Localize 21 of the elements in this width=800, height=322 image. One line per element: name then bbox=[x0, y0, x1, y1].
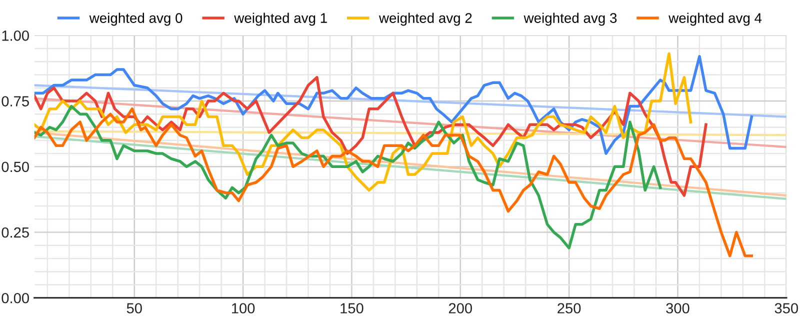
y-tick-label: 1.00 bbox=[2, 30, 29, 41]
y-tick-label: 0.75 bbox=[2, 96, 29, 106]
x-tick-label: 250 bbox=[558, 303, 581, 314]
legend-label: weighted avg 1 bbox=[234, 12, 327, 26]
line-series bbox=[34, 104, 662, 250]
x-tick-label: 50 bbox=[126, 303, 142, 314]
y-tick-label: 0.25 bbox=[2, 227, 29, 238]
y-tick-label: 0.50 bbox=[2, 162, 29, 172]
legend-label: weighted avg 4 bbox=[668, 12, 762, 26]
y-tick-label: 0.00 bbox=[2, 292, 29, 304]
line-series bbox=[34, 52, 692, 192]
legend-label: weighted avg 3 bbox=[524, 12, 617, 26]
x-tick-label: 300 bbox=[666, 303, 690, 314]
x-tick-label: 100 bbox=[232, 303, 255, 314]
legend-label: weighted avg 2 bbox=[378, 12, 472, 26]
legend-label: weighted avg 0 bbox=[89, 12, 182, 26]
x-tick-label: 200 bbox=[448, 303, 472, 314]
x-tick-label: 150 bbox=[340, 303, 364, 314]
line-series bbox=[34, 108, 754, 258]
x-tick-label: 350 bbox=[774, 303, 798, 314]
line-series bbox=[34, 55, 754, 155]
